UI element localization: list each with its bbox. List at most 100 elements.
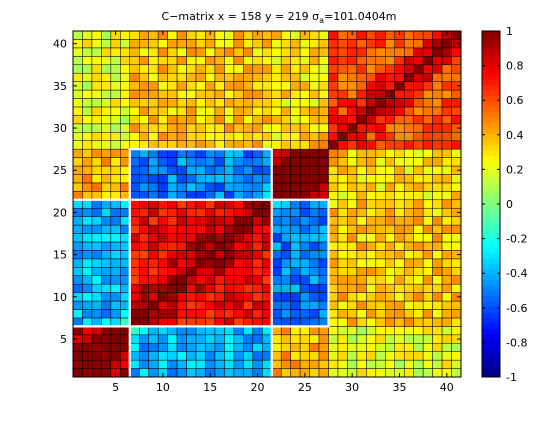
heatmap-cell (101, 275, 112, 285)
heatmap-cell (356, 64, 367, 74)
heatmap-cell (290, 224, 301, 234)
heatmap-cell (413, 56, 424, 66)
heatmap-cell (243, 182, 254, 192)
heatmap-cell (441, 233, 452, 243)
heatmap-cell (167, 115, 178, 125)
heatmap-cell (82, 98, 93, 108)
heatmap-cell (385, 199, 396, 209)
heatmap-cell (422, 39, 433, 49)
heatmap-cell (413, 89, 424, 99)
heatmap-cell (441, 47, 452, 57)
heatmap-cell (243, 89, 254, 99)
heatmap-cell (129, 309, 140, 319)
heatmap-cell (309, 98, 320, 108)
heatmap-cell (176, 250, 187, 260)
heatmap-cell (82, 326, 93, 336)
y-tick-label: 25 (53, 164, 67, 177)
heatmap-cell (385, 241, 396, 251)
heatmap-cell (347, 132, 358, 141)
heatmap-cell (290, 39, 301, 49)
heatmap-cell (413, 216, 424, 226)
heatmap-cell (110, 98, 121, 108)
heatmap-cell (205, 115, 216, 125)
heatmap-cell (337, 342, 348, 352)
heatmap-cell (375, 39, 386, 49)
heatmap-cell (186, 199, 197, 209)
colorbar-band (482, 79, 500, 86)
heatmap-cell (176, 267, 187, 276)
heatmap-cell (224, 123, 235, 133)
heatmap-cell (167, 283, 178, 293)
heatmap-cell (385, 233, 396, 243)
heatmap-cell (441, 148, 452, 158)
heatmap-cell (271, 47, 282, 57)
heatmap-cell (205, 191, 216, 201)
heatmap-cell (309, 199, 320, 209)
heatmap-cell (385, 191, 396, 201)
heatmap-cell (101, 115, 112, 125)
heatmap-cell (375, 233, 386, 243)
heatmap-cell (252, 351, 263, 361)
heatmap-cell (271, 64, 282, 74)
heatmap-cell (243, 165, 254, 175)
heatmap-cell (432, 98, 443, 108)
heatmap-cell (195, 106, 206, 116)
heatmap-cell (432, 123, 443, 133)
heatmap-cell (243, 241, 254, 251)
heatmap-cell (91, 148, 102, 158)
heatmap-cell (186, 81, 197, 91)
heatmap-cell (328, 216, 339, 226)
x-tick-label: 30 (345, 381, 359, 394)
heatmap-cell (186, 207, 197, 217)
heatmap-cell (186, 292, 197, 302)
heatmap-cell (413, 317, 424, 327)
heatmap-cell (271, 56, 282, 66)
heatmap-cell (110, 334, 121, 344)
heatmap-cell (101, 174, 112, 184)
heatmap-cell (375, 98, 386, 108)
colorbar-band (482, 31, 500, 37)
heatmap-cell (91, 30, 102, 40)
heatmap-cell (318, 115, 329, 125)
heatmap-cell (375, 64, 386, 74)
heatmap-cell (299, 317, 310, 327)
heatmap-cell (82, 309, 93, 319)
heatmap-cell (157, 199, 168, 209)
heatmap-cell (262, 216, 272, 226)
heatmap-cell (157, 72, 168, 82)
heatmap-cell (138, 359, 149, 369)
heatmap-cell (129, 317, 140, 327)
heatmap-cell (432, 275, 443, 285)
heatmap-cell (120, 123, 131, 133)
heatmap-cell (328, 258, 339, 268)
heatmap-cell (262, 115, 272, 125)
heatmap-cell (91, 182, 102, 192)
heatmap-cell (101, 157, 112, 167)
heatmap-cell (356, 132, 367, 141)
heatmap-cell (120, 106, 131, 116)
heatmap-cell (366, 224, 377, 234)
heatmap-cell (129, 191, 140, 201)
heatmap-cell (356, 292, 367, 302)
heatmap-cell (176, 56, 187, 66)
heatmap-cell (72, 174, 83, 184)
heatmap-cell (91, 224, 102, 234)
heatmap-cell (347, 81, 358, 91)
heatmap-cell (205, 132, 216, 141)
heatmap-cell (385, 351, 396, 361)
heatmap-cell (167, 39, 178, 49)
heatmap-cell (120, 140, 131, 150)
heatmap-cell (375, 258, 386, 268)
heatmap-cell (271, 250, 282, 260)
heatmap-cell (138, 334, 149, 344)
heatmap-cell (214, 275, 225, 285)
heatmap-cell (290, 216, 301, 226)
heatmap-cell (309, 292, 320, 302)
heatmap-cell (318, 64, 329, 74)
heatmap-cell (157, 241, 168, 251)
heatmap-cell (186, 326, 197, 336)
heatmap-cell (271, 106, 282, 116)
heatmap-cell (299, 326, 310, 336)
colorbar-band (482, 176, 500, 183)
heatmap-cell (422, 89, 433, 99)
